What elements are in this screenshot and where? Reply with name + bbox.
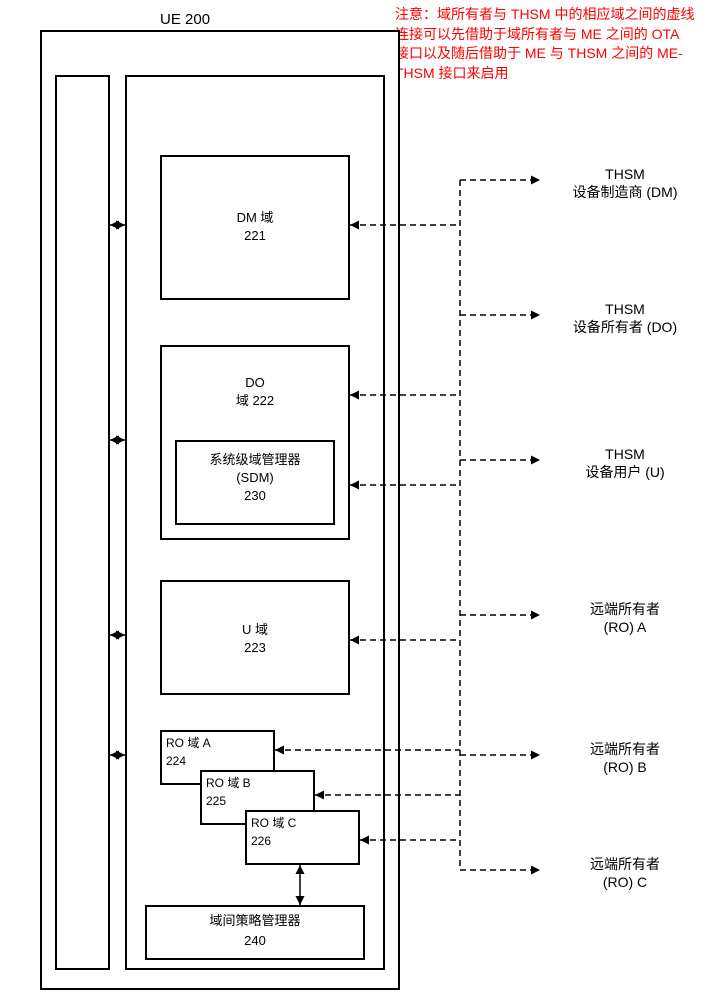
- external-entity-label: 远端所有者: [555, 600, 695, 618]
- external-entity-sublabel: (RO) C: [555, 873, 695, 891]
- external-entity-sublabel: 设备制造商 (DM): [555, 183, 695, 201]
- external-entity-label: THSM: [555, 165, 695, 183]
- ue-label: UE 200: [160, 10, 210, 30]
- external-entity-sublabel: (RO) A: [555, 618, 695, 636]
- external-entity-label: 远端所有者: [555, 855, 695, 873]
- note-text: 注意：域所有者与 THSM 中的相应域之间的虚线连接可以先借助于域所有者与 ME…: [395, 5, 695, 83]
- external-entity-sublabel: 设备用户 (U): [555, 463, 695, 481]
- external-entity-label: THSM: [555, 445, 695, 463]
- external-entity-label: THSM: [555, 300, 695, 318]
- external-entity-label: 远端所有者: [555, 740, 695, 758]
- external-entity-sublabel: 设备所有者 (DO): [555, 318, 695, 336]
- me-box: [55, 75, 110, 970]
- external-entity-sublabel: (RO) B: [555, 758, 695, 776]
